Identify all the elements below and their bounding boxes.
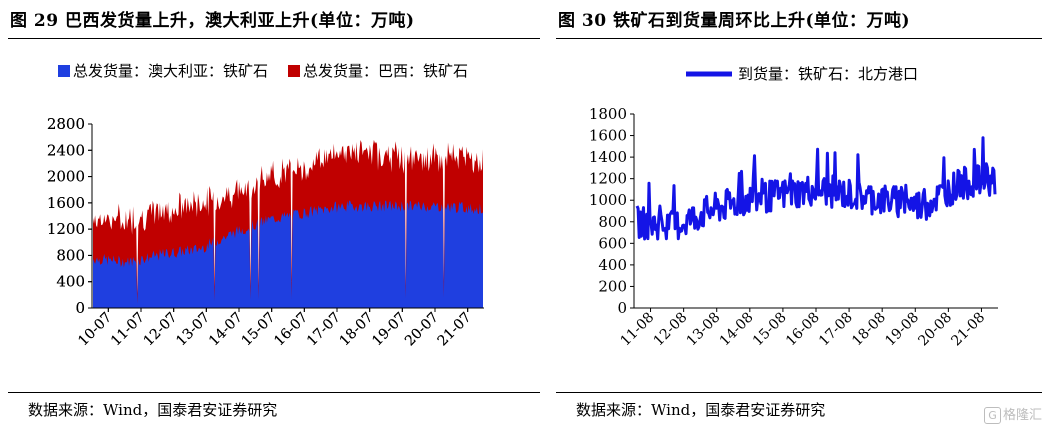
y-tick-label: 800 (56, 246, 85, 264)
y-tick-label: 400 (56, 273, 85, 291)
y-tick-label: 1200 (47, 220, 85, 238)
x-tick-label: 16-07 (271, 310, 311, 350)
x-tick-label: 12-08 (651, 310, 691, 350)
x-tick-label: 15-08 (750, 310, 790, 350)
legend-swatch (288, 65, 300, 77)
x-tick-label: 17-07 (304, 310, 344, 350)
y-tick-label: 400 (598, 256, 627, 274)
watermark-logo: G 格隆汇 (983, 404, 1042, 424)
y-tick-label: 1600 (47, 194, 85, 212)
y-tick-label: 2000 (47, 168, 85, 186)
x-tick-label: 13-08 (684, 310, 724, 350)
y-tick-label: 0 (75, 299, 85, 317)
top-rule (556, 38, 1042, 39)
x-tick-label: 19-07 (369, 310, 409, 350)
y-tick-label: 2400 (47, 141, 85, 159)
bottom-rule (8, 392, 540, 393)
x-tick-label: 14-08 (717, 310, 757, 350)
x-tick-label: 20-08 (915, 310, 955, 350)
shipments-chart: 04008001200160020002400280010-0711-0712-… (47, 62, 484, 350)
x-tick-label: 14-07 (206, 310, 246, 350)
legend-label: 总发货量：巴西：铁矿石 (303, 62, 468, 80)
series-northern-port-arrivals-line (635, 136, 997, 241)
watermark-badge-icon: G (983, 407, 1001, 424)
y-tick-label: 1000 (589, 191, 627, 209)
y-tick-label: 1800 (589, 105, 627, 123)
top-rule (8, 38, 540, 39)
source-note: 数据来源：Wind，国泰君安证券研究 (28, 401, 278, 419)
x-tick-label: 17-08 (816, 310, 856, 350)
x-tick-label: 16-08 (783, 310, 823, 350)
x-tick-label: 12-07 (141, 310, 181, 350)
y-tick-label: 800 (56, 246, 85, 264)
x-tick-label: 21-07 (435, 310, 475, 350)
y-tick-label: 800 (598, 213, 627, 231)
x-tick-label: 13-07 (173, 310, 213, 350)
y-tick-label: 400 (56, 273, 85, 291)
y-tick-label: 1600 (589, 127, 627, 145)
series-australia-area (93, 200, 483, 308)
y-tick-label: 2400 (47, 141, 85, 159)
x-tick-label: 18-07 (337, 310, 377, 350)
arrivals-chart: 02004006008001000120014001600180011-0812… (589, 65, 998, 350)
y-tick-label: 1400 (589, 148, 627, 166)
x-tick-label: 18-08 (849, 310, 889, 350)
y-tick-label: 2000 (47, 168, 85, 186)
figure-title: 图 29 巴西发货量上升，澳大利亚上升(单位：万吨) (10, 11, 415, 31)
x-tick-label: 11-07 (108, 310, 148, 350)
x-tick-label: 15-07 (239, 310, 279, 350)
watermark-text: 格隆汇 (1002, 408, 1042, 423)
x-tick-label: 20-07 (402, 310, 442, 350)
x-tick-label: 21-08 (948, 310, 988, 350)
y-tick-label: 1200 (589, 170, 627, 188)
y-tick-label: 200 (598, 277, 627, 295)
y-tick-label: 1200 (47, 220, 85, 238)
panel-australia-brazil-shipments: 图 29 巴西发货量上升，澳大利亚上升(单位：万吨) 0 400 800 1200 16… (8, 11, 540, 419)
y-tick-label: 2800 (47, 115, 85, 133)
y-tick-label: 1600 (47, 194, 85, 212)
bottom-rule (556, 392, 1042, 393)
legend-label: 到货量：铁矿石：北方港口 (738, 65, 918, 83)
y-tick-label: 600 (598, 234, 627, 252)
x-tick-label: 19-08 (882, 310, 922, 350)
y-tick-label: 2800 (47, 115, 85, 133)
y-tick-label: 0 (617, 299, 627, 317)
y-tick-label: 0 (75, 299, 85, 317)
panel-northern-port-arrivals: 图 30 铁矿石到货量周环比上升(单位：万吨) 0 200 400 600 800 100… (548, 0, 1050, 428)
legend-label: 总发货量：澳大利亚：铁矿石 (73, 62, 268, 80)
source-note: 数据来源：Wind，国泰君安证券研究 (576, 401, 826, 419)
figure-title: 图 30 铁矿石到货量周环比上升(单位：万吨) (558, 11, 911, 31)
legend-swatch (58, 65, 70, 77)
